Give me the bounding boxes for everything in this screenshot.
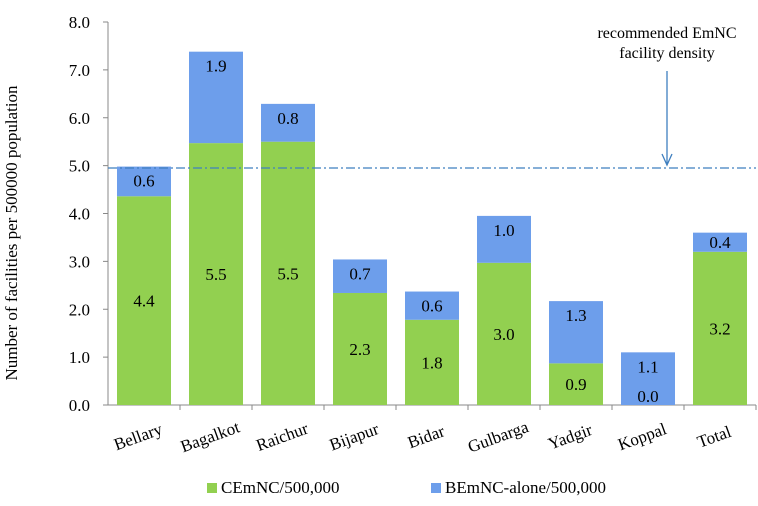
y-tick-label: 6.0 xyxy=(69,109,90,128)
y-tick-label: 4.0 xyxy=(69,205,90,224)
data-label: 1.1 xyxy=(637,357,658,376)
data-label: 5.5 xyxy=(205,265,226,284)
x-tick-labels: Bellary Bagalkot Raichur Bijapur Bidar Gulbar… xyxy=(111,405,757,457)
x-tick-label: Koppal xyxy=(615,419,669,454)
bar-cemnc-yadgir xyxy=(549,363,603,405)
data-label: 1.9 xyxy=(205,57,226,76)
y-tick-label: 5.0 xyxy=(69,157,90,176)
annotation-arrow-head xyxy=(661,153,673,167)
bar-bemnc-bidar xyxy=(405,291,459,320)
data-label: 3.0 xyxy=(493,325,514,344)
bar-cemnc-gulbarga xyxy=(477,262,531,405)
y-tick-label: 3.0 xyxy=(69,252,90,271)
bar-bemnc-gulbarga xyxy=(477,215,531,263)
x-tick-label: Total xyxy=(695,422,734,452)
data-label: 1.3 xyxy=(565,306,586,325)
data-label: 5.5 xyxy=(277,264,298,283)
legend-label: CEmNC/500,000 xyxy=(221,478,340,497)
legend-label: BEmNC-alone/500,000 xyxy=(445,478,606,497)
y-tick-label: 8.0 xyxy=(69,13,90,32)
y-tick-labels: 0.0 1.0 2.0 3.0 4.0 5.0 6.0 7.0 8.0 xyxy=(69,13,108,415)
bar-bemnc-total xyxy=(693,232,747,252)
data-label: 0.8 xyxy=(277,109,298,128)
y-tick-label: 2.0 xyxy=(69,300,90,319)
bar-bemnc-raichur xyxy=(261,103,315,142)
y-tick-label: 1.0 xyxy=(69,348,90,367)
bar-bemnc-koppal xyxy=(621,352,675,405)
bar-bemnc-yadgir xyxy=(549,301,603,364)
bar-bemnc-bellary xyxy=(117,166,171,197)
bar-bemnc-bagalkot xyxy=(189,51,243,144)
x-tick-label: Yadgir xyxy=(545,420,595,454)
data-labels: 4.4 0.6 5.5 1.9 5.5 0.8 2.3 0.7 1.8 0.6 3.0 1.0 0.9 1… xyxy=(133,57,731,406)
bar-bemnc-bijapur xyxy=(333,259,387,293)
data-label: 0.7 xyxy=(349,264,371,283)
data-label: 0.6 xyxy=(421,297,442,316)
y-tick-label: 0.0 xyxy=(69,396,90,415)
data-label: 3.2 xyxy=(709,319,730,338)
data-label: 2.3 xyxy=(349,340,370,359)
x-tick-label: Bellary xyxy=(111,419,165,454)
legend-swatch xyxy=(431,483,441,493)
x-tick-label: Raichur xyxy=(254,419,311,455)
y-axis-label: Number of facilities per 500000 populati… xyxy=(2,85,21,381)
x-tick-label: Bijapur xyxy=(327,419,382,454)
x-tick-label: Gulbarga xyxy=(465,417,531,457)
data-label: 0.9 xyxy=(565,375,586,394)
annotation-text: facility density xyxy=(619,45,715,62)
bar-cemnc-total xyxy=(693,251,747,405)
bar-cemnc-bijapur xyxy=(333,292,387,405)
data-label: 4.4 xyxy=(133,292,155,311)
data-label: 1.8 xyxy=(421,353,442,372)
data-label: 0.0 xyxy=(637,387,658,406)
bar-cemnc-bidar xyxy=(405,319,459,405)
annotation: recommended EmNC facility density xyxy=(597,25,737,167)
annotation-text: recommended EmNC xyxy=(597,25,736,42)
x-tick-label: Bagalkot xyxy=(178,417,242,456)
data-label: 0.6 xyxy=(133,172,154,191)
legend-swatch xyxy=(207,483,217,493)
bar-cemnc-raichur xyxy=(261,141,315,405)
legend: CEmNC/500,000 BEmNC-alone/500,000 xyxy=(207,478,606,497)
x-tick-label: Bidar xyxy=(405,421,447,452)
bars xyxy=(117,51,747,405)
bar-cemnc-bagalkot xyxy=(189,143,243,405)
y-tick-label: 7.0 xyxy=(69,61,90,80)
data-label: 1.0 xyxy=(493,221,514,240)
bar-cemnc-bellary xyxy=(117,196,171,405)
data-label: 0.4 xyxy=(709,233,731,252)
